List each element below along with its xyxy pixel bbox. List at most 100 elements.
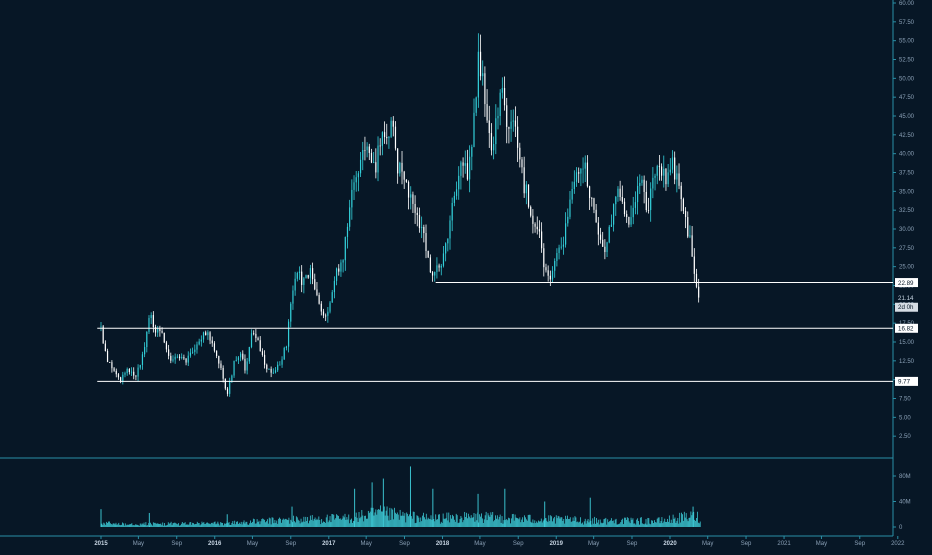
candle-body [192,351,194,353]
candle [521,157,523,174]
volume-bar [290,519,292,527]
volume-bar [129,524,131,527]
candle-body [194,349,196,352]
volume-bar [559,518,561,527]
volume-bar [572,517,574,527]
volume-spike [544,501,546,527]
candle [185,358,187,366]
volume-bar [233,524,235,527]
candle-body [399,162,401,174]
volume-bar [185,524,187,527]
volume-bar [483,519,485,527]
candle [560,237,562,250]
volume-bar [482,522,484,527]
candle [331,289,333,303]
candle-body [462,162,464,166]
volume-bar [646,524,648,527]
candle [436,257,438,279]
volume-spike [148,512,150,527]
volume-bar [281,519,283,527]
candle-body [270,368,272,373]
candle [189,348,192,358]
candle [687,211,689,239]
volume-bar [328,520,330,527]
candle [586,155,589,188]
candle [499,89,501,126]
candle-body [401,162,403,172]
volume-bar [208,523,210,527]
candle [610,214,613,227]
volume-bar [253,519,255,527]
volume-bar [547,522,549,527]
candle [447,238,449,252]
date-axis: 2015 May Sep 2016 May Sep 2017 May Sep 2018 May Sep… [94,536,905,547]
candle [303,276,305,294]
volume-bar [625,519,627,527]
volume-bar [469,518,471,527]
candle-body [261,351,264,355]
volume-bar [219,525,221,527]
volume-bar [266,519,268,527]
volume-bar [331,514,333,527]
volume-bar [485,511,487,527]
candle-body [482,73,484,77]
candle-body [658,166,661,168]
volume-bar [406,512,408,527]
volume-bar [564,523,566,527]
candle-body [682,199,684,211]
volume-bar [134,525,136,527]
volume-bar [173,522,175,527]
volume-bar [479,514,481,527]
candle-body [373,162,375,163]
volume-bar [101,523,103,527]
candle [689,225,691,239]
candle-body [154,326,157,333]
candle [519,142,521,168]
volume-bar [390,519,392,527]
volume-bar [242,522,244,527]
date-tick-label: 2022 [891,541,905,547]
volume-bar [383,506,385,527]
volume-bar [627,518,629,527]
volume-bar [643,524,645,527]
candle [597,216,599,246]
volume-bar [144,524,146,527]
candle-body [253,333,255,335]
volume-bar [310,519,312,527]
volume-bar [640,517,642,527]
volume-bar [533,523,535,527]
level-price-tag [895,376,918,386]
volume-spike [100,509,102,527]
candle-body [233,360,235,376]
candle [292,285,294,310]
date-tick-label: May [588,541,599,547]
volume-bar [591,524,593,527]
candle-body [405,179,407,182]
volume-bar [165,525,167,527]
volume-bar [476,520,478,527]
volume-bar [543,519,545,527]
volume-bar [498,516,500,527]
volume-bar [184,522,186,527]
candle-body [120,377,122,382]
volume-bar [611,521,613,527]
candle [130,367,133,376]
price-tick-label: 32.50 [899,208,915,214]
candle-body [667,172,669,185]
volume-bar [478,522,480,527]
volume-bar [130,524,132,527]
volume-bar [419,522,421,527]
volume-bar [115,522,117,527]
volume-bar [601,523,603,527]
volume-bar [309,520,310,527]
candle-body [541,231,543,249]
candle [205,330,207,336]
candle-body [309,268,312,278]
volume-bar [632,518,634,527]
candle [263,350,266,369]
candle [362,141,364,171]
volume-bar [302,521,304,527]
price-tick-label: 40.00 [899,152,915,158]
candle [427,250,429,258]
volume-bar [177,524,179,527]
